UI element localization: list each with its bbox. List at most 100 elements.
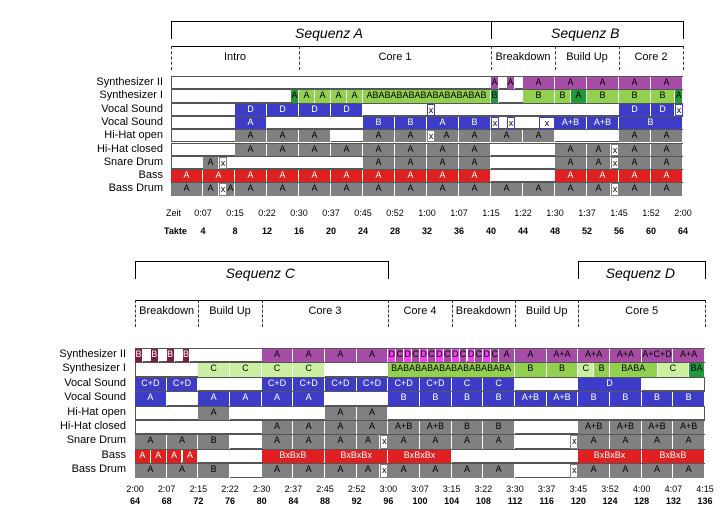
top-time-tick: 0:30 — [290, 208, 308, 218]
top-segment: B — [459, 116, 491, 130]
top-takt-tick: 32 — [421, 226, 432, 236]
top-time-tick: 1:45 — [610, 208, 628, 218]
top-segment: A — [203, 170, 235, 183]
bottom-segment: A — [578, 464, 610, 478]
bottom-segment: A — [451, 435, 484, 449]
bottom-segment: A — [261, 435, 294, 449]
bottom-segment: C — [230, 363, 262, 377]
top-segment: ABABABABABABABABABAB — [363, 90, 491, 103]
bottom-segment: C — [427, 349, 436, 363]
top-segment: A — [619, 183, 651, 196]
bottom-segment: x — [570, 464, 579, 478]
top-track-label: Bass Drum — [108, 182, 163, 195]
top-segment: A — [459, 170, 491, 183]
bottom-takt-tick: 64 — [129, 496, 140, 506]
bottom-segment: D — [483, 349, 492, 363]
bottom-section-divider — [261, 300, 263, 327]
bottom-segment: A — [420, 435, 452, 449]
bottom-segment: B — [388, 392, 420, 406]
bottom-segment: A — [293, 435, 325, 449]
bottom-segment: B — [578, 392, 610, 406]
top-section-name: Breakdown — [495, 51, 551, 63]
top-takt-tick: 28 — [389, 226, 400, 236]
bottom-segment: A+B — [641, 421, 674, 435]
top-segment: B — [651, 90, 675, 103]
bottom-segment: A — [135, 392, 167, 406]
bottom-segment: A — [641, 464, 674, 478]
top-time-tick: 0:22 — [258, 208, 276, 218]
bottom-segment: A — [135, 449, 151, 464]
top-segment: A — [171, 170, 203, 183]
top-section-line — [171, 46, 683, 47]
bottom-segment: A — [261, 392, 294, 406]
bottom-segment: A+A — [546, 349, 579, 363]
bottom-segment: C+D — [420, 377, 452, 392]
bottom-segment: C — [412, 349, 420, 363]
top-segment: x — [611, 143, 619, 156]
bottom-segment: C — [459, 349, 468, 363]
bottom-segment: C+D — [325, 377, 357, 392]
top-track-label: Snare Drum — [103, 155, 163, 168]
bottom-track-label: Vocal Sound — [64, 391, 126, 404]
bottom-segment: D — [451, 349, 460, 363]
top-segment: A — [235, 116, 267, 130]
bottom-section-name: Core 4 — [403, 305, 437, 317]
bottom-section-name: Breakdown — [455, 305, 511, 317]
top-segment: B — [363, 116, 395, 130]
bottom-segment: A — [641, 435, 674, 449]
bottom-takt-tick: 84 — [288, 496, 299, 506]
bottom-segment: A — [673, 435, 705, 449]
bottom-time-tick: 3:00 — [379, 484, 398, 494]
bottom-segment: C — [443, 349, 452, 363]
top-segment: A — [619, 170, 651, 183]
top-segment: x — [427, 130, 435, 143]
bottom-segment: A+C+D — [641, 349, 674, 363]
top-segment: A — [523, 130, 555, 143]
bottom-segment: C+D — [166, 377, 199, 392]
bottom-segment: A+B — [578, 421, 610, 435]
top-sequence-tick — [683, 21, 684, 39]
top-time-tick: 1:00 — [418, 208, 436, 218]
bottom-track-label: Vocal Sound — [64, 376, 126, 389]
top-segment: B — [395, 116, 427, 130]
top-takt-tick: 44 — [517, 226, 528, 236]
top-time-tick: 1:22 — [514, 208, 532, 218]
bottom-section-divider — [388, 300, 390, 327]
top-section-divider — [683, 46, 684, 70]
top-segment: B — [619, 116, 683, 130]
bottom-segment: C — [198, 363, 230, 377]
top-time-tick: 0:45 — [354, 208, 372, 218]
bottom-segment: A — [356, 421, 389, 435]
top-segment: A — [523, 77, 555, 90]
bottom-section-name: Build Up — [209, 305, 251, 317]
top-segment: A — [587, 170, 619, 183]
bottom-takt-tick: 136 — [697, 496, 713, 506]
top-segment: A — [619, 130, 651, 143]
bottom-segment: A+A — [578, 349, 610, 363]
bottom-segment: D — [388, 349, 397, 363]
top-segment: A — [315, 90, 331, 103]
bottom-time-tick: 3:07 — [411, 484, 429, 494]
bottom-segment: C+D — [261, 377, 294, 392]
bottom-section-divider — [198, 300, 200, 327]
bottom-section-divider — [705, 300, 706, 327]
bottom-segment: B — [166, 349, 175, 363]
bottom-segment: A+B — [388, 421, 420, 435]
top-segment: D — [651, 103, 675, 116]
top-sequence-tick — [171, 21, 172, 39]
top-segment: x — [507, 116, 515, 130]
bottom-segment: B — [594, 363, 610, 377]
bottom-segment: C — [578, 363, 595, 377]
top-section-name: Core 1 — [378, 51, 412, 63]
bottom-section-divider — [451, 300, 453, 327]
bottom-time-tick: 2:15 — [189, 484, 208, 494]
bottom-time-tick: 2:00 — [126, 484, 144, 494]
top-section-name: Core 2 — [634, 51, 668, 63]
bottom-segment: C+D — [293, 377, 325, 392]
bottom-segment: BxBxB — [641, 449, 705, 464]
bottom-section-divider — [135, 300, 136, 327]
bottom-segment: A — [483, 435, 515, 449]
top-segment: A — [427, 143, 459, 156]
bottom-segment: A — [198, 406, 230, 420]
